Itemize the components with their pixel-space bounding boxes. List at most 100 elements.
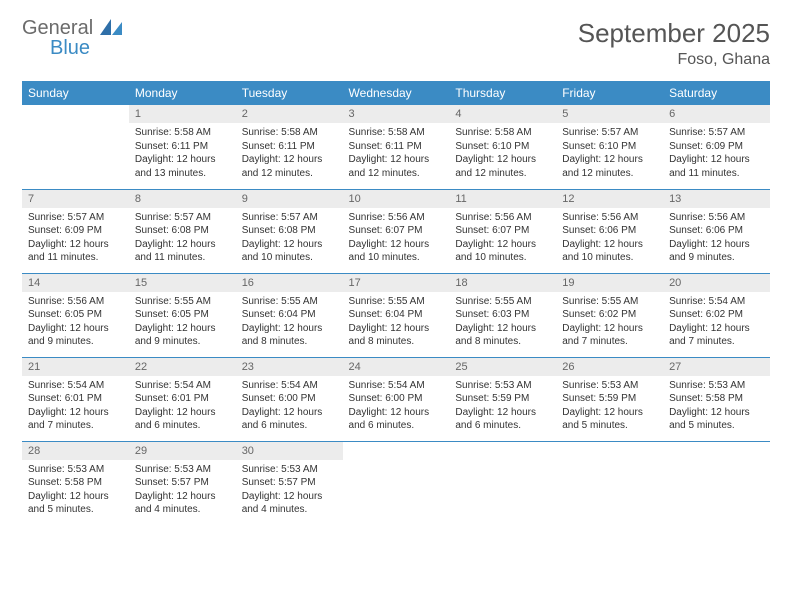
calendar-table: SundayMondayTuesdayWednesdayThursdayFrid… xyxy=(22,81,770,525)
daylight-text: Daylight: 12 hours and 7 minutes. xyxy=(669,322,764,349)
calendar-cell: 10Sunrise: 5:56 AMSunset: 6:07 PMDayligh… xyxy=(343,189,450,273)
day-body: Sunrise: 5:58 AMSunset: 6:11 PMDaylight:… xyxy=(129,123,236,184)
sunrise-text: Sunrise: 5:53 AM xyxy=(562,379,657,393)
day-body: Sunrise: 5:55 AMSunset: 6:02 PMDaylight:… xyxy=(556,292,663,353)
calendar-cell: 13Sunrise: 5:56 AMSunset: 6:06 PMDayligh… xyxy=(663,189,770,273)
day-body: Sunrise: 5:53 AMSunset: 5:58 PMDaylight:… xyxy=(22,460,129,521)
calendar-cell: 17Sunrise: 5:55 AMSunset: 6:04 PMDayligh… xyxy=(343,273,450,357)
calendar-row: 21Sunrise: 5:54 AMSunset: 6:01 PMDayligh… xyxy=(22,357,770,441)
sunset-text: Sunset: 5:58 PM xyxy=(28,476,123,490)
calendar-row: 28Sunrise: 5:53 AMSunset: 5:58 PMDayligh… xyxy=(22,441,770,525)
day-number: 22 xyxy=(129,358,236,376)
calendar-cell: 25Sunrise: 5:53 AMSunset: 5:59 PMDayligh… xyxy=(449,357,556,441)
day-body: Sunrise: 5:55 AMSunset: 6:04 PMDaylight:… xyxy=(236,292,343,353)
calendar-cell: 6Sunrise: 5:57 AMSunset: 6:09 PMDaylight… xyxy=(663,105,770,189)
sunrise-text: Sunrise: 5:53 AM xyxy=(135,463,230,477)
sunset-text: Sunset: 6:09 PM xyxy=(669,140,764,154)
title-block: September 2025 Foso, Ghana xyxy=(578,18,770,69)
daylight-text: Daylight: 12 hours and 9 minutes. xyxy=(135,322,230,349)
day-number: 28 xyxy=(22,442,129,460)
day-body: Sunrise: 5:54 AMSunset: 6:01 PMDaylight:… xyxy=(129,376,236,437)
daylight-text: Daylight: 12 hours and 6 minutes. xyxy=(242,406,337,433)
sunset-text: Sunset: 6:00 PM xyxy=(349,392,444,406)
day-number: 23 xyxy=(236,358,343,376)
day-body: Sunrise: 5:56 AMSunset: 6:05 PMDaylight:… xyxy=(22,292,129,353)
day-body: Sunrise: 5:55 AMSunset: 6:04 PMDaylight:… xyxy=(343,292,450,353)
sunrise-text: Sunrise: 5:56 AM xyxy=(28,295,123,309)
sunrise-text: Sunrise: 5:58 AM xyxy=(242,126,337,140)
calendar-cell: 20Sunrise: 5:54 AMSunset: 6:02 PMDayligh… xyxy=(663,273,770,357)
logo-text-general: General xyxy=(22,17,93,39)
day-number: 30 xyxy=(236,442,343,460)
day-header: Thursday xyxy=(449,81,556,105)
daylight-text: Daylight: 12 hours and 12 minutes. xyxy=(455,153,550,180)
header: General Blue September 2025 Foso, Ghana xyxy=(22,18,770,69)
day-number: 10 xyxy=(343,190,450,208)
sunset-text: Sunset: 6:11 PM xyxy=(135,140,230,154)
day-number: 25 xyxy=(449,358,556,376)
day-number: 19 xyxy=(556,274,663,292)
calendar-cell: 14Sunrise: 5:56 AMSunset: 6:05 PMDayligh… xyxy=(22,273,129,357)
sunset-text: Sunset: 6:03 PM xyxy=(455,308,550,322)
day-number: 8 xyxy=(129,190,236,208)
daylight-text: Daylight: 12 hours and 10 minutes. xyxy=(455,238,550,265)
day-number: 1 xyxy=(129,105,236,123)
daylight-text: Daylight: 12 hours and 12 minutes. xyxy=(242,153,337,180)
sunrise-text: Sunrise: 5:55 AM xyxy=(135,295,230,309)
sunset-text: Sunset: 6:08 PM xyxy=(135,224,230,238)
day-body: Sunrise: 5:54 AMSunset: 6:00 PMDaylight:… xyxy=(236,376,343,437)
sunrise-text: Sunrise: 5:56 AM xyxy=(455,211,550,225)
day-number: 3 xyxy=(343,105,450,123)
sunset-text: Sunset: 5:57 PM xyxy=(135,476,230,490)
sunrise-text: Sunrise: 5:54 AM xyxy=(28,379,123,393)
daylight-text: Daylight: 12 hours and 8 minutes. xyxy=(455,322,550,349)
daylight-text: Daylight: 12 hours and 7 minutes. xyxy=(562,322,657,349)
day-number: 17 xyxy=(343,274,450,292)
calendar-cell: 30Sunrise: 5:53 AMSunset: 5:57 PMDayligh… xyxy=(236,441,343,525)
sunset-text: Sunset: 6:04 PM xyxy=(242,308,337,322)
day-header: Saturday xyxy=(663,81,770,105)
day-body: Sunrise: 5:56 AMSunset: 6:06 PMDaylight:… xyxy=(556,208,663,269)
sunset-text: Sunset: 5:57 PM xyxy=(242,476,337,490)
sunrise-text: Sunrise: 5:58 AM xyxy=(349,126,444,140)
sunrise-text: Sunrise: 5:54 AM xyxy=(242,379,337,393)
sunrise-text: Sunrise: 5:55 AM xyxy=(562,295,657,309)
sunset-text: Sunset: 6:02 PM xyxy=(669,308,764,322)
sunset-text: Sunset: 6:10 PM xyxy=(562,140,657,154)
daylight-text: Daylight: 12 hours and 10 minutes. xyxy=(349,238,444,265)
daylight-text: Daylight: 12 hours and 5 minutes. xyxy=(28,490,123,517)
day-number: 5 xyxy=(556,105,663,123)
day-body: Sunrise: 5:53 AMSunset: 5:57 PMDaylight:… xyxy=(236,460,343,521)
calendar-cell: 22Sunrise: 5:54 AMSunset: 6:01 PMDayligh… xyxy=(129,357,236,441)
calendar-cell: 11Sunrise: 5:56 AMSunset: 6:07 PMDayligh… xyxy=(449,189,556,273)
day-number: 29 xyxy=(129,442,236,460)
calendar-cell: 16Sunrise: 5:55 AMSunset: 6:04 PMDayligh… xyxy=(236,273,343,357)
sunrise-text: Sunrise: 5:57 AM xyxy=(242,211,337,225)
day-body: Sunrise: 5:57 AMSunset: 6:10 PMDaylight:… xyxy=(556,123,663,184)
calendar-row: 1Sunrise: 5:58 AMSunset: 6:11 PMDaylight… xyxy=(22,105,770,189)
logo-text-blue: Blue xyxy=(50,38,122,58)
calendar-cell: 28Sunrise: 5:53 AMSunset: 5:58 PMDayligh… xyxy=(22,441,129,525)
day-body: Sunrise: 5:54 AMSunset: 6:02 PMDaylight:… xyxy=(663,292,770,353)
calendar-cell: 9Sunrise: 5:57 AMSunset: 6:08 PMDaylight… xyxy=(236,189,343,273)
sunrise-text: Sunrise: 5:53 AM xyxy=(242,463,337,477)
calendar-cell: 26Sunrise: 5:53 AMSunset: 5:59 PMDayligh… xyxy=(556,357,663,441)
daylight-text: Daylight: 12 hours and 4 minutes. xyxy=(242,490,337,517)
sunset-text: Sunset: 5:59 PM xyxy=(562,392,657,406)
calendar-cell: 21Sunrise: 5:54 AMSunset: 6:01 PMDayligh… xyxy=(22,357,129,441)
sunset-text: Sunset: 6:11 PM xyxy=(349,140,444,154)
sunrise-text: Sunrise: 5:55 AM xyxy=(349,295,444,309)
day-body: Sunrise: 5:58 AMSunset: 6:11 PMDaylight:… xyxy=(343,123,450,184)
day-body: Sunrise: 5:56 AMSunset: 6:06 PMDaylight:… xyxy=(663,208,770,269)
day-number: 7 xyxy=(22,190,129,208)
sunset-text: Sunset: 6:09 PM xyxy=(28,224,123,238)
location: Foso, Ghana xyxy=(578,51,770,69)
sunset-text: Sunset: 6:06 PM xyxy=(669,224,764,238)
day-number: 18 xyxy=(449,274,556,292)
calendar-cell: 24Sunrise: 5:54 AMSunset: 6:00 PMDayligh… xyxy=(343,357,450,441)
daylight-text: Daylight: 12 hours and 8 minutes. xyxy=(242,322,337,349)
sunrise-text: Sunrise: 5:53 AM xyxy=(669,379,764,393)
calendar-cell: 4Sunrise: 5:58 AMSunset: 6:10 PMDaylight… xyxy=(449,105,556,189)
calendar-cell: 3Sunrise: 5:58 AMSunset: 6:11 PMDaylight… xyxy=(343,105,450,189)
daylight-text: Daylight: 12 hours and 11 minutes. xyxy=(669,153,764,180)
